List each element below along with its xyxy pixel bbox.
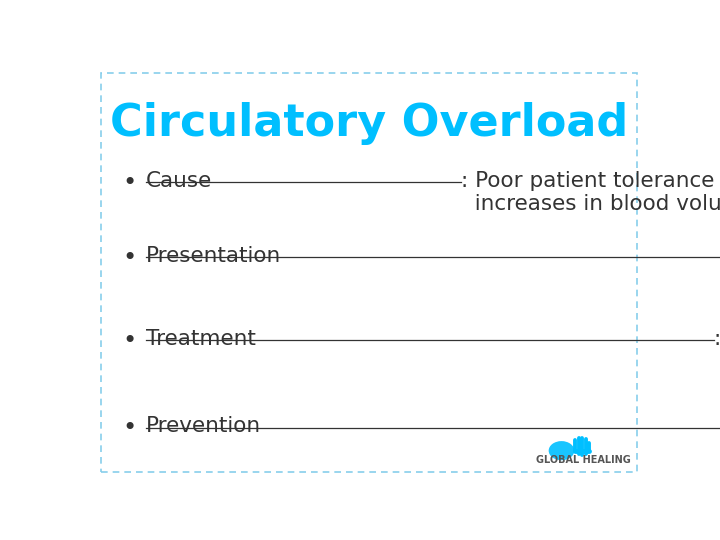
Text: •: • bbox=[122, 416, 136, 440]
Text: : Poor patient tolerance for rapid
  increases in blood volume: : Poor patient tolerance for rapid incre… bbox=[462, 171, 720, 214]
Text: Treatment: Treatment bbox=[145, 329, 256, 349]
Text: •: • bbox=[122, 246, 136, 269]
Text: Presentation: Presentation bbox=[145, 246, 281, 266]
Text: •: • bbox=[122, 171, 136, 195]
Circle shape bbox=[549, 441, 575, 460]
Text: GLOBAL HEALING: GLOBAL HEALING bbox=[536, 455, 631, 465]
Text: Cause: Cause bbox=[145, 171, 212, 191]
Text: : Sit patient up (if possible); diurese;
  give O₂; very rarely dialyze or even
: : Sit patient up (if possible); diurese;… bbox=[714, 329, 720, 395]
Text: •: • bbox=[122, 329, 136, 353]
Text: Circulatory Overload: Circulatory Overload bbox=[110, 102, 628, 145]
Text: Prevention: Prevention bbox=[145, 416, 261, 436]
